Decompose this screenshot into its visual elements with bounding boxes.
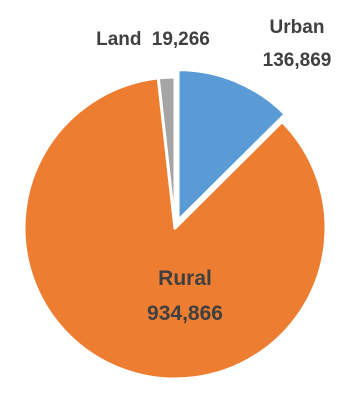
slice-label-land: Land 19,266 bbox=[96, 29, 210, 50]
slice-label-land-value: 19,266 bbox=[152, 29, 210, 50]
slice-label-urban-name: Urban bbox=[270, 17, 325, 38]
slice-label-urban-value: 136,869 bbox=[263, 50, 332, 71]
slices-layer bbox=[22, 68, 328, 381]
slice-label-land-name: Land bbox=[96, 29, 141, 50]
slice-land bbox=[156, 75, 177, 230]
slice-label-rural-value: 934,866 bbox=[147, 302, 223, 325]
labels-layer: Urban 136,869 Land 19,266 Rural 934,866 bbox=[96, 17, 331, 325]
slice-urban bbox=[176, 68, 287, 223]
slice-label-rural-name: Rural bbox=[158, 267, 212, 290]
